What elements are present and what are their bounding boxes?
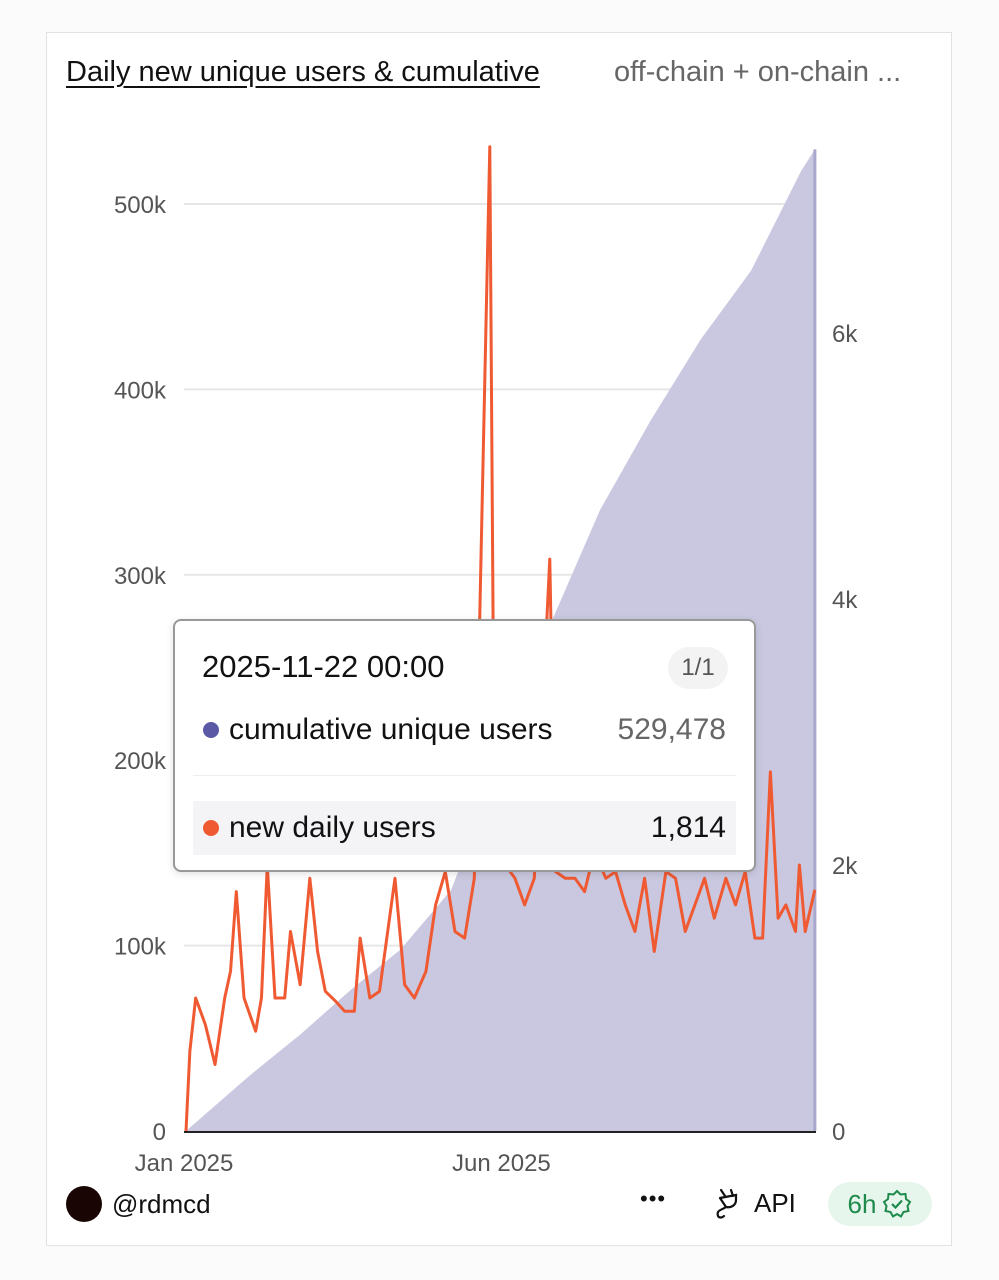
- left-tick-label: 500k: [114, 192, 167, 219]
- verified-icon: [883, 1189, 912, 1218]
- tooltip-row-daily: new daily users 1,814: [193, 801, 736, 855]
- chart-title[interactable]: Daily new unique users & cumulative: [66, 56, 540, 88]
- left-tick-label: 200k: [114, 748, 167, 775]
- api-button[interactable]: API: [712, 1186, 796, 1220]
- tooltip: 2025-11-22 00:00 1/1 cumulative unique u…: [173, 619, 756, 872]
- refresh-badge[interactable]: 6h: [828, 1182, 932, 1226]
- left-tick-label: 300k: [114, 563, 167, 590]
- tooltip-label: new daily users: [229, 811, 436, 844]
- tooltip-value: 529,478: [617, 713, 726, 746]
- series-dot-icon: [203, 820, 219, 836]
- right-tick-label: 6k: [832, 321, 858, 348]
- tooltip-value: 1,814: [650, 811, 726, 844]
- author-link[interactable]: @rdmcd: [66, 1186, 211, 1222]
- x-tick-label: Jan 2025: [135, 1150, 234, 1177]
- series-dot-icon: [203, 722, 219, 738]
- x-tick-label: Jun 2025: [452, 1150, 551, 1177]
- api-label: API: [754, 1187, 796, 1218]
- right-tick-label: 4k: [832, 587, 858, 614]
- chart-subtitle: off-chain + on-chain ...: [614, 56, 902, 88]
- cumulative-area: [186, 149, 815, 1132]
- right-tick-label: 2k: [832, 853, 858, 880]
- more-button[interactable]: •••: [640, 1186, 667, 1211]
- refresh-interval: 6h: [847, 1188, 877, 1219]
- author-name: @rdmcd: [112, 1188, 211, 1219]
- left-tick-label: 0: [153, 1119, 166, 1146]
- divider: [193, 775, 736, 776]
- plug-icon: [716, 1188, 738, 1219]
- avatar: [66, 1186, 102, 1222]
- right-tick-label: 0: [832, 1119, 845, 1146]
- tooltip-row-cumulative: cumulative unique users 529,478: [193, 703, 736, 757]
- tooltip-page[interactable]: 1/1: [668, 647, 728, 689]
- left-tick-label: 100k: [114, 934, 167, 961]
- tooltip-label: cumulative unique users: [229, 713, 553, 746]
- tooltip-date: 2025-11-22 00:00: [202, 649, 445, 684]
- new-daily-users-line: [184, 145, 817, 1132]
- left-tick-label: 400k: [114, 377, 167, 404]
